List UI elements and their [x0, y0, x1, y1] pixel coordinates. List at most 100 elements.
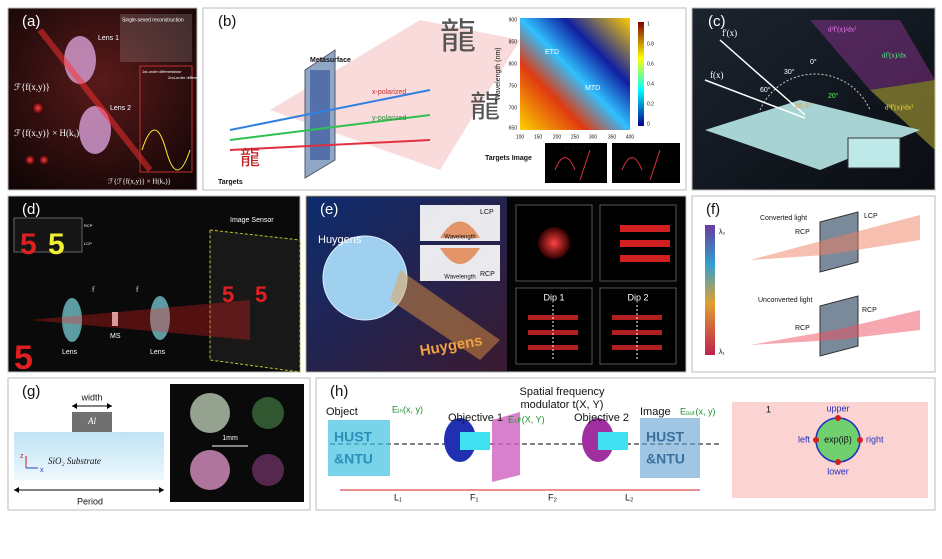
- text: Single-sexed reconstruction: [122, 17, 184, 23]
- text: MS: [110, 333, 121, 340]
- text: ℱ{ℱ{f(x,y)} × H(kₓ)}: [108, 178, 171, 186]
- text: LCP: [480, 209, 494, 216]
- panel-g: (g) width Al SiO₂ Substrate Period 1mm z…: [7, 377, 311, 511]
- tick-label: 100: [516, 134, 525, 140]
- panel-label: (d): [22, 201, 40, 218]
- axis-label: H (nm): [564, 145, 585, 152]
- text: width: [80, 392, 102, 402]
- tick-label: 800: [509, 61, 518, 67]
- text: Period: [77, 496, 103, 506]
- text: ℱ{f(x,y)}: [14, 82, 50, 92]
- text: Image Sensor: [230, 217, 274, 224]
- text: x: [40, 467, 44, 474]
- text: &NTU: [334, 451, 373, 467]
- text: LCP: [84, 241, 92, 246]
- text: Eᵢₙ(x, y): [392, 404, 423, 414]
- text: λ₁: [719, 349, 726, 356]
- text: Lens 2: [110, 105, 131, 112]
- text: Converted light: [760, 215, 807, 222]
- text: 1st-order differentiator: [142, 69, 182, 74]
- text: Unconverted light: [758, 297, 813, 304]
- text: RCP: [795, 325, 810, 332]
- text: df'(x)/dx: [882, 52, 907, 60]
- panel-label: (b): [218, 13, 236, 30]
- text: Targets Image: [485, 155, 532, 162]
- text: Dip 1: [543, 292, 564, 302]
- tick-label: 650: [509, 125, 518, 131]
- panel-d: 5 5 5 5 5 (d) Image Sensor Lens MS Lens …: [7, 195, 301, 377]
- text: RCP: [84, 223, 93, 228]
- text: &NTU: [646, 451, 685, 467]
- panel-h: (h) Object Objective 1 Spatial frequency…: [315, 377, 936, 511]
- text: Eₒᵤₜ(x, y): [680, 406, 716, 416]
- text: Lens: [62, 349, 78, 356]
- panel-e: (e) Huygens Huygens LCP RCP Wavelength W…: [305, 195, 687, 373]
- text: L₁: [394, 492, 402, 502]
- text: f: [136, 286, 139, 294]
- text: Targets: [218, 179, 243, 186]
- text: HUST: [334, 429, 373, 445]
- text: z: [20, 453, 24, 460]
- tick-label: 850: [509, 39, 518, 45]
- text: y-polarized: [372, 115, 406, 122]
- tick-label: 1: [647, 21, 650, 27]
- panel-label: (c): [708, 13, 726, 30]
- text: Objective 2: [574, 412, 629, 424]
- text: Lens: [150, 349, 166, 356]
- text: Spatial frequency: [520, 386, 605, 398]
- text: Wavelength: [444, 235, 475, 241]
- panel-a: (a) Lens 1 Lens 2 ℱ{f(x,y)} ℱ{f(x,y)} × …: [7, 7, 209, 191]
- tick-label: 0.4: [647, 81, 654, 87]
- text: Lens 1: [98, 35, 119, 42]
- text: L₂: [625, 492, 634, 502]
- text: Wavelength: [444, 275, 475, 281]
- text: exp(iβ): [824, 434, 852, 444]
- text: modulator t(X, Y): [521, 399, 604, 411]
- panel-label: (a): [22, 13, 40, 30]
- text: LCP: [864, 213, 878, 220]
- x-ticks: 100 150 200 250 300 350 400: [516, 134, 635, 140]
- text: right: [866, 434, 884, 444]
- text: 2nd-order differentiator: [168, 75, 209, 80]
- glyph: 5: [14, 339, 33, 377]
- text: ETD: [545, 49, 559, 56]
- glyph: 龍: [240, 147, 260, 170]
- text: Dip 2: [627, 292, 648, 302]
- tick-label: 0.2: [647, 101, 654, 107]
- y-ticks: 900 850 800 750 700 650: [509, 17, 518, 131]
- tick-label: 200: [553, 134, 562, 140]
- colorbar-ticks: 1 0.8 0.6 0.4 0.2 0: [647, 21, 654, 127]
- tick-label: 250: [571, 134, 580, 140]
- text: 89.9°: [795, 102, 812, 110]
- text: RCP: [480, 271, 495, 278]
- text: 0°: [810, 58, 817, 66]
- glyph: 5: [20, 228, 37, 261]
- panel-f: (f) Converted light Unconverted light LC…: [691, 195, 936, 373]
- tick-label: 350: [608, 134, 617, 140]
- tick-label: 0: [647, 121, 650, 127]
- text: Al: [87, 416, 96, 426]
- glyph: 5: [48, 228, 65, 261]
- text: Huygens: [318, 234, 362, 246]
- text: Objective 1: [448, 412, 503, 424]
- tick-label: 750: [509, 83, 518, 89]
- glyph: 龍: [440, 16, 476, 56]
- tick-label: 0.8: [647, 41, 654, 47]
- text: x-polarized: [372, 89, 406, 96]
- text: f: [92, 286, 95, 294]
- text: F₂: [548, 492, 557, 502]
- tick-label: 700: [509, 105, 518, 111]
- panel-label: (g): [22, 383, 40, 400]
- text: 1: [766, 404, 771, 414]
- text: ℱ{f(x,y)} × H(kₓ): [14, 128, 79, 138]
- text: f(x): [710, 70, 724, 80]
- text: f'(x): [722, 28, 737, 38]
- text: Image: [640, 406, 671, 418]
- text: RCP: [795, 229, 810, 236]
- tick-label: 150: [534, 134, 543, 140]
- tick-label: 900: [509, 17, 518, 23]
- tick-label: 0.6: [647, 61, 654, 67]
- text: 30°: [784, 68, 795, 76]
- text: F₁: [470, 492, 479, 502]
